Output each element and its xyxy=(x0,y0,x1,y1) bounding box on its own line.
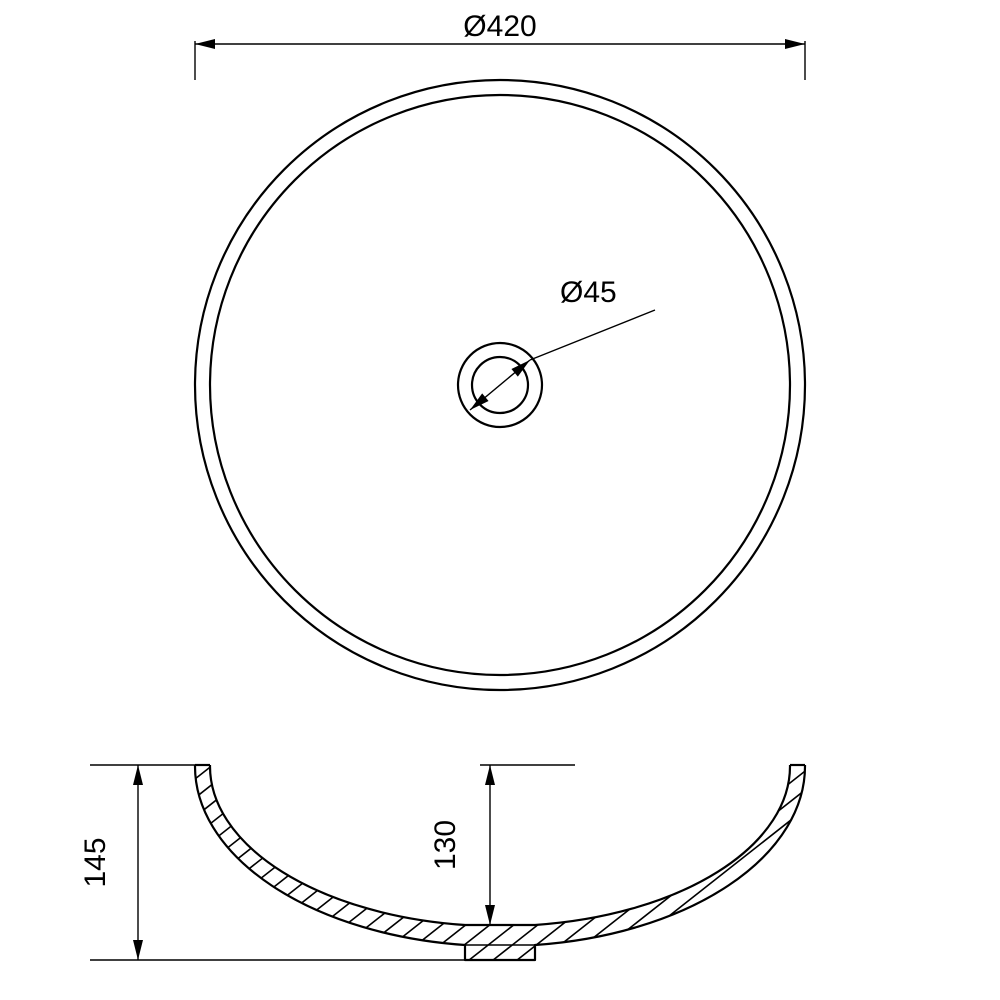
dim-depth-130: 130 xyxy=(429,820,462,870)
dim-diameter-420: Ø420 xyxy=(463,10,536,43)
dim-diameter-45: Ø45 xyxy=(560,276,617,309)
section-hatch xyxy=(0,705,1000,1000)
dim-height-145: 145 xyxy=(79,837,112,887)
technical-drawing: Ø420 Ø45 145 130 xyxy=(0,0,1000,1000)
